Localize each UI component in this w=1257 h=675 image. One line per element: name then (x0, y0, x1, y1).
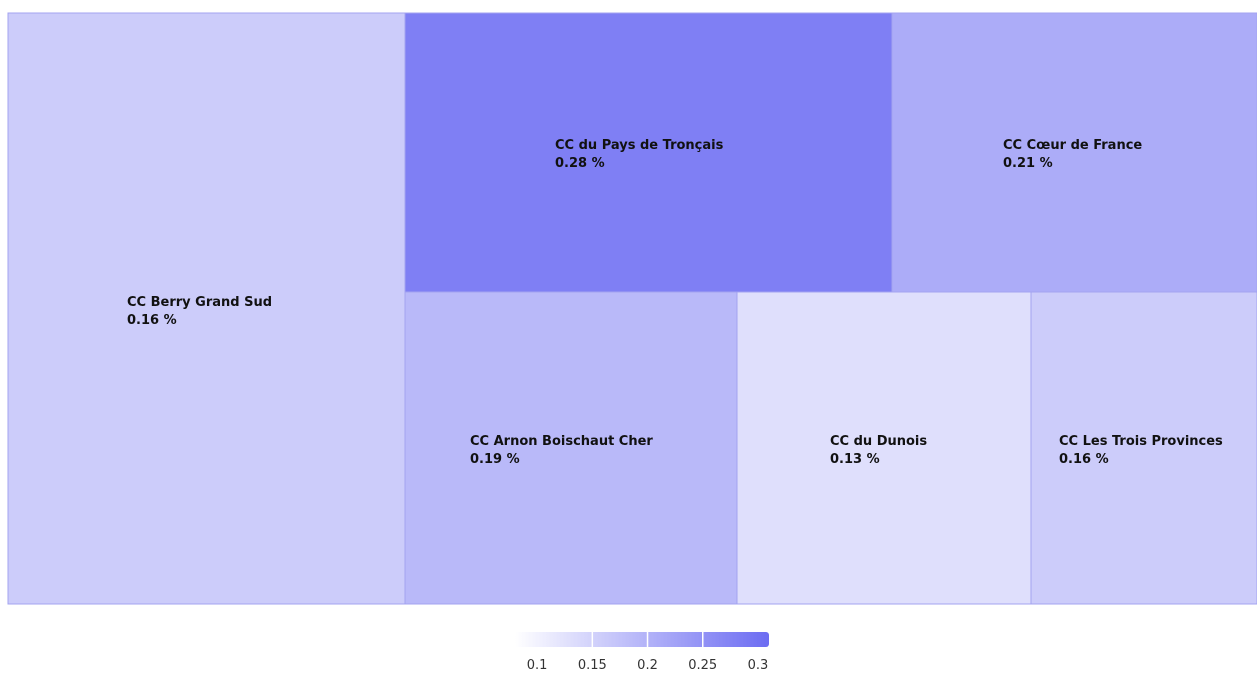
treemap-cell-value: 0.19 % (470, 452, 520, 467)
colorbar-tick-label: 0.15 (578, 658, 607, 673)
treemap-cell-rect[interactable] (736, 291, 1032, 605)
treemap-cell-rect[interactable] (404, 291, 738, 605)
treemap-cell-name: CC Arnon Boischaut Cher (470, 434, 653, 449)
treemap-cell-name: CC Berry Grand Sud (127, 295, 272, 310)
treemap-cell[interactable]: CC Berry Grand Sud 0.16 % (7, 12, 406, 605)
treemap-cell-name: CC du Dunois (830, 434, 927, 449)
treemap-cell-name: CC du Pays de Tronçais (555, 138, 724, 153)
treemap-cell[interactable]: CC du Dunois 0.13 % (736, 291, 1032, 605)
treemap-cell-name: CC Les Trois Provinces (1059, 434, 1223, 449)
treemap-cell-value: 0.28 % (555, 156, 605, 171)
treemap-cell[interactable]: CC Les Trois Provinces 0.16 % (1030, 291, 1257, 605)
treemap-cell-value: 0.21 % (1003, 156, 1053, 171)
treemap-cell-rect[interactable] (1030, 291, 1257, 605)
colorbar-tick-label: 0.3 (748, 658, 769, 673)
treemap-cells: CC Berry Grand Sud 0.16 % CC du Pays de Tr… (7, 12, 1257, 605)
treemap-cell-rect[interactable] (404, 12, 893, 293)
treemap-cell-value: 0.13 % (830, 452, 880, 467)
colorbar-tick-label: 0.1 (527, 658, 548, 673)
treemap-cell-rect[interactable] (7, 12, 406, 605)
treemap-cell-value: 0.16 % (1059, 452, 1109, 467)
treemap-cell[interactable]: CC du Pays de Tronçais 0.28 % (404, 12, 893, 293)
color-legend: 0.1 0.15 0.2 0.25 0.3 (515, 632, 769, 673)
colorbar-tick-label: 0.25 (688, 658, 717, 673)
colorbar-tick-label: 0.2 (637, 658, 658, 673)
treemap-cell-name: CC Cœur de France (1003, 138, 1142, 153)
treemap-cell-value: 0.16 % (127, 313, 177, 328)
colorbar-gradient (515, 632, 769, 647)
treemap-cell[interactable]: CC Cœur de France 0.21 % (891, 12, 1257, 293)
treemap-cell[interactable]: CC Arnon Boischaut Cher 0.19 % (404, 291, 738, 605)
